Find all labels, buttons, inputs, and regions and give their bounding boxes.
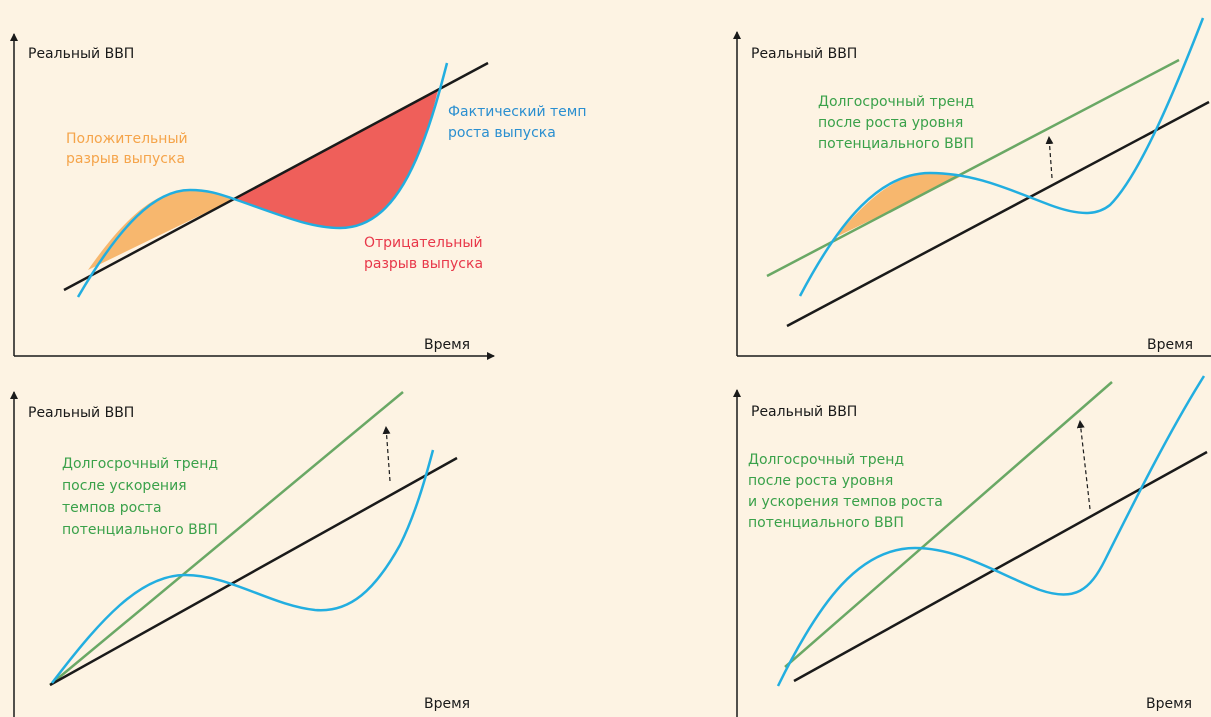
trend-label: Долгосрочный тренд после роста уровня и … <box>748 452 947 531</box>
actual-output-curve <box>76 62 449 298</box>
actual-output-curve <box>51 449 435 684</box>
panel-3: Реальный ВВП Время Долгосрочный тренд по… <box>10 391 470 717</box>
x-axis-label: Время <box>1147 337 1193 353</box>
shift-arrow <box>1076 420 1091 510</box>
new-long-term-trend-line <box>784 381 1113 668</box>
trend-label: Долгосрочный тренд после роста уровня по… <box>818 94 979 152</box>
potential-gdp-trend-line <box>63 61 489 292</box>
y-axis-label: Реальный ВВП <box>751 404 857 420</box>
shift-arrow <box>382 426 391 482</box>
potential-gdp-trend-line <box>793 450 1208 683</box>
y-axis-label: Реальный ВВП <box>28 405 134 421</box>
shift-arrow <box>1045 136 1054 179</box>
panel-2: Реальный ВВП Время Долгосрочный тренд по… <box>733 17 1211 357</box>
panel-4: Реальный ВВП Время Долгосрочный тренд по… <box>733 375 1208 717</box>
actual-output-curve <box>776 375 1206 687</box>
negative-gap-area <box>234 90 438 228</box>
trend-label: Долгосрочный тренд после ускорения темпо… <box>62 456 223 538</box>
potential-gdp-trend-line <box>49 456 458 687</box>
new-long-term-trend-line <box>49 391 404 686</box>
x-axis-label: Время <box>1146 696 1192 712</box>
potential-gdp-trend-line <box>786 100 1210 328</box>
y-axis-label: Реальный ВВП <box>751 46 857 62</box>
negative-gap-label: Отрицательный разрыв выпуска <box>364 235 487 272</box>
new-long-term-trend-line <box>766 58 1180 278</box>
actual-output-label: Фактический темп роста выпуска <box>448 104 591 141</box>
positive-gap-label: Положительный разрыв выпуска <box>66 131 192 167</box>
positive-gap-area <box>88 190 234 270</box>
x-axis-label: Время <box>424 337 470 353</box>
y-axis-label: Реальный ВВП <box>28 46 134 62</box>
x-axis-label: Время <box>424 696 470 712</box>
panel-1: Реальный ВВП Время Положительный разрыв … <box>10 33 591 360</box>
actual-output-curve <box>798 17 1205 297</box>
